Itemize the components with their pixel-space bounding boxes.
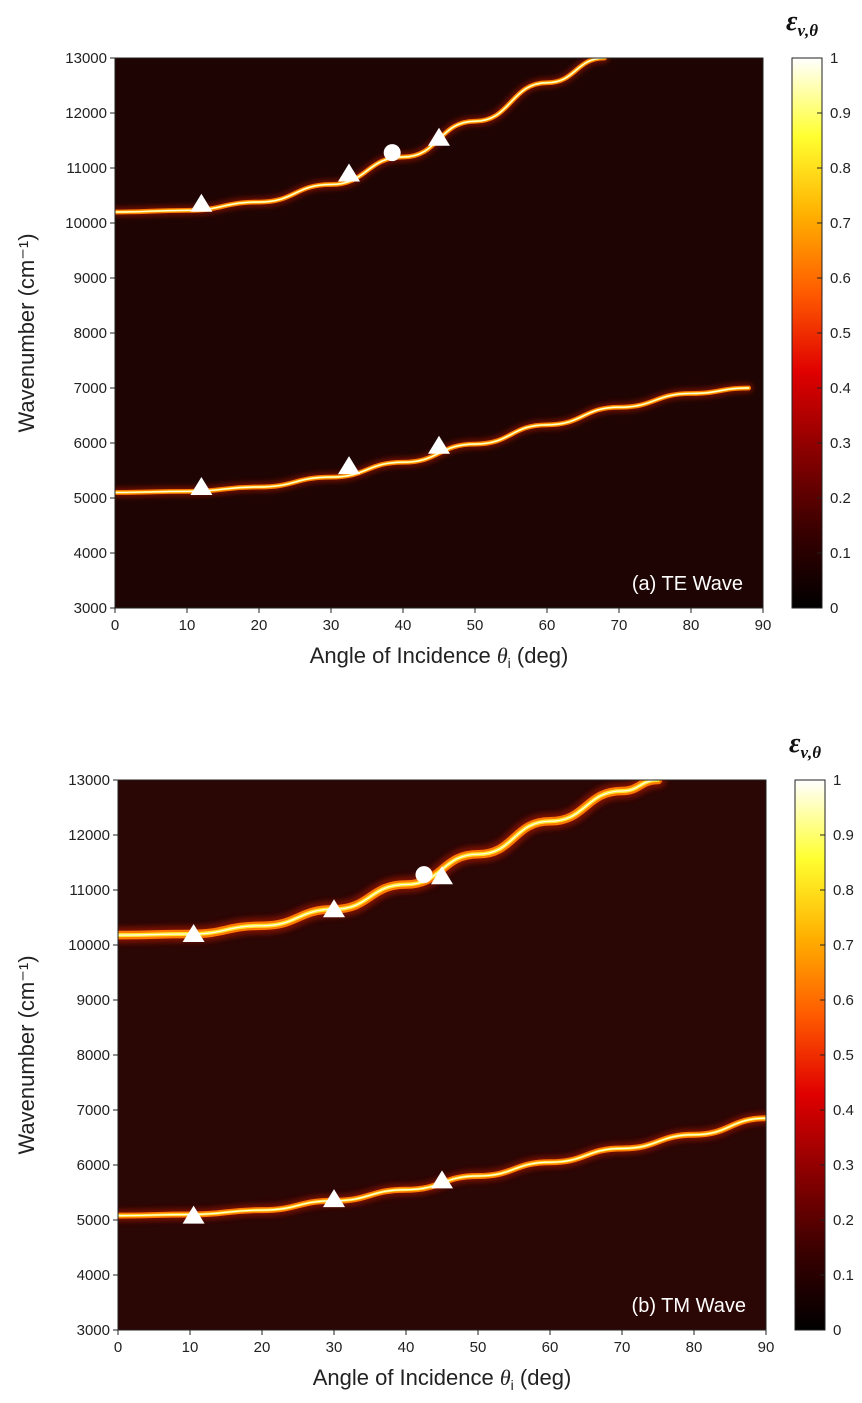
- colorbar-tick-label: 1: [830, 50, 838, 67]
- y-tick-label: 12000: [68, 827, 110, 844]
- y-tick-label: 9000: [77, 992, 110, 1009]
- plot-area: [115, 58, 763, 608]
- colorbar-tick-label: 0.6: [830, 270, 851, 287]
- y-tick-label: 12000: [65, 105, 107, 122]
- colorbar-ticks: 0 0.1 0.2 0.3 0.4 0.5 0.6 0.7 0.8 0.9 1: [820, 772, 854, 1339]
- triangle-marker: [190, 193, 213, 212]
- colorbar-tick-label: 0: [830, 600, 838, 617]
- colorbar-tick-label: 0.5: [833, 1047, 854, 1064]
- panel-tm-wave: 0 10 20 30 40 50 60 70 80 90 30004000500060007000…: [14, 728, 854, 1395]
- colorbar-tick-label: 0.4: [830, 380, 851, 397]
- y-tick-label: 10000: [65, 215, 107, 232]
- y-axis-label: Wavenumber (cm⁻¹): [14, 955, 39, 1154]
- y-tick-label: 13000: [65, 50, 107, 67]
- colorbar-tick-label: 0.7: [830, 215, 851, 232]
- y-tick-label: 7000: [74, 380, 107, 397]
- triangle-marker: [182, 924, 205, 942]
- y-tick-label: 11000: [69, 882, 110, 899]
- x-tick-label: 10: [179, 617, 196, 634]
- colorbar-ticks: 0 0.1 0.2 0.3 0.4 0.5 0.6 0.7 0.8 0.9 1: [817, 50, 851, 617]
- x-tick-label: 20: [254, 1339, 271, 1356]
- y-ticks: 3000 4000 5000 6000 7000 8000 9000 10000 11000 12…: [68, 772, 118, 1339]
- colorbar-tick-label: 0.1: [830, 545, 851, 562]
- y-tick-label: 8000: [74, 325, 107, 342]
- colorbar-tick-label: 0.5: [830, 325, 851, 342]
- triangle-marker: [431, 1170, 453, 1189]
- x-tick-label: 80: [683, 617, 700, 634]
- panel-te-wave: 0 10 20 30 40 50 60 70 80 90 30004000500060007000…: [14, 6, 851, 673]
- x-ticks: 0 10 20 30 40 50 60 70 80 90: [111, 608, 772, 634]
- x-tick-label: 20: [251, 617, 268, 634]
- colorbar-tick-label: 0.3: [833, 1157, 854, 1174]
- colorbar-tick-label: 0.3: [830, 435, 851, 452]
- colorbar-tick-label: 0.8: [830, 160, 851, 177]
- x-tick-label: 90: [755, 617, 772, 634]
- x-tick-label: 0: [114, 1339, 122, 1356]
- series-0-peak: [118, 780, 659, 936]
- triangle-marker: [323, 899, 345, 918]
- y-tick-label: 10000: [68, 937, 110, 954]
- y-tick-label: 6000: [74, 435, 107, 452]
- y-tick-label: 4000: [74, 545, 107, 562]
- x-tick-label: 40: [395, 617, 412, 634]
- triangle-marker: [182, 1205, 205, 1224]
- x-tick-label: 50: [467, 617, 484, 634]
- colorbar-tick-label: 0.9: [833, 827, 854, 844]
- y-tick-label: 3000: [74, 600, 107, 617]
- y-tick-label: 11000: [66, 160, 107, 177]
- triangle-marker: [431, 866, 453, 885]
- x-tick-label: 0: [111, 617, 119, 634]
- y-tick-label: 4000: [77, 1267, 110, 1284]
- x-tick-label: 60: [539, 617, 556, 634]
- x-tick-label: 60: [542, 1339, 559, 1356]
- triangle-marker: [428, 435, 450, 454]
- x-tick-label: 50: [470, 1339, 487, 1356]
- x-tick-label: 80: [686, 1339, 703, 1356]
- triangle-marker: [338, 456, 360, 475]
- colorbar-tick-label: 0.4: [833, 1102, 854, 1119]
- circle-marker: [383, 144, 401, 162]
- x-tick-label: 70: [614, 1339, 631, 1356]
- x-axis-label: Angle of Incidence θi (deg): [310, 643, 569, 673]
- panel-label: (a) TE Wave: [632, 573, 743, 595]
- y-tick-label: 9000: [74, 270, 107, 287]
- y-tick-label: 8000: [77, 1047, 110, 1064]
- y-tick-label: 6000: [77, 1157, 110, 1174]
- y-tick-label: 5000: [77, 1212, 110, 1229]
- x-ticks: 0 10 20 30 40 50 60 70 80 90: [114, 1330, 775, 1356]
- colorbar-title: εν,θ: [786, 6, 818, 40]
- panel-label: (b) TM Wave: [632, 1295, 746, 1317]
- markers: [182, 866, 453, 1224]
- colorbar-tick-label: 0.2: [830, 490, 851, 507]
- circle-marker: [415, 866, 433, 884]
- triangle-marker: [190, 477, 213, 495]
- y-axis-label: Wavenumber (cm⁻¹): [14, 233, 39, 432]
- y-tick-label: 3000: [77, 1322, 110, 1339]
- x-axis-label: Angle of Incidence θi (deg): [313, 1365, 572, 1395]
- colorbar-tick-label: 0.7: [833, 937, 854, 954]
- colorbar-tick-label: 0.9: [830, 105, 851, 122]
- colorbar-tick-label: 0.1: [833, 1267, 854, 1284]
- x-tick-label: 30: [326, 1339, 343, 1356]
- markers: [190, 127, 450, 495]
- colorbar-tick-label: 0.8: [833, 882, 854, 899]
- triangle-marker: [428, 127, 450, 146]
- colorbar-tick-label: 0.6: [833, 992, 854, 1009]
- colorbar-tick-label: 0: [833, 1322, 841, 1339]
- y-tick-label: 5000: [74, 490, 107, 507]
- colorbar-title: εν,θ: [789, 728, 821, 762]
- colorbar-tick-label: 0.2: [833, 1212, 854, 1229]
- colorbar-tick-label: 1: [833, 772, 841, 789]
- y-tick-label: 13000: [68, 772, 110, 789]
- x-tick-label: 10: [182, 1339, 199, 1356]
- y-ticks: 3000 4000 5000 6000 7000 8000 9000 10000 11000 12…: [65, 50, 115, 617]
- x-tick-label: 90: [758, 1339, 775, 1356]
- triangle-marker: [323, 1189, 345, 1208]
- x-tick-label: 70: [611, 617, 628, 634]
- y-tick-label: 7000: [77, 1102, 110, 1119]
- x-tick-label: 40: [398, 1339, 415, 1356]
- x-tick-label: 30: [323, 617, 340, 634]
- triangle-marker: [338, 163, 360, 182]
